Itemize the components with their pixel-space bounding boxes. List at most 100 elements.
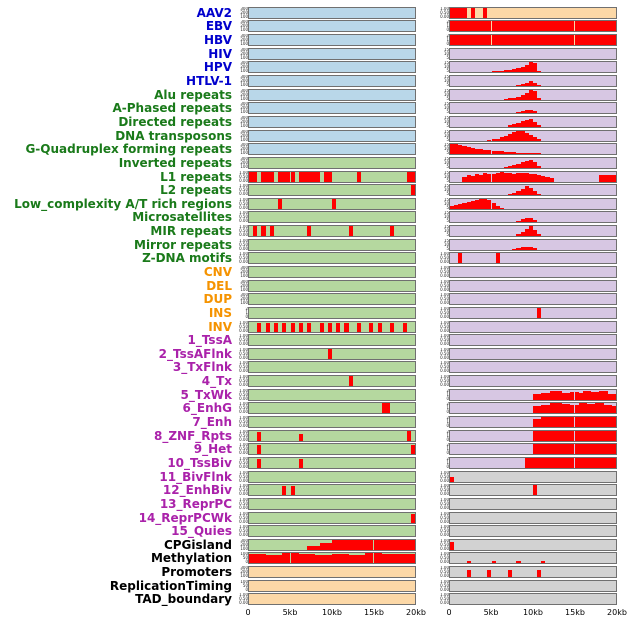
track-row: DUP 300 200 100 1.00 0.50 0.00 — [0, 292, 630, 306]
histogram-bar — [586, 430, 592, 441]
histogram-bar — [487, 21, 492, 32]
track-row: INS 2 1 0 1.00 0.50 0.00 — [0, 306, 630, 320]
y-axis-left: 1.00 0.50 0.00 — [237, 471, 248, 483]
histogram-bar — [566, 457, 571, 468]
y-tick-label: 300 — [240, 538, 248, 543]
histogram-bar — [311, 554, 316, 564]
y-tick-label: 300 — [240, 20, 248, 25]
histogram-bar — [545, 430, 550, 441]
y-tick-label: 0.00 — [239, 600, 248, 606]
y-tick-label: 15 — [443, 75, 449, 80]
histogram-bar — [611, 175, 616, 182]
y-tick-label: 0.50 — [239, 528, 248, 534]
histogram-bar — [582, 457, 587, 468]
y-tick-label: 0.50 — [239, 364, 248, 370]
histogram-bar — [479, 35, 484, 46]
histogram-bar — [553, 390, 558, 400]
histogram-bar — [524, 186, 529, 196]
histogram-bar — [495, 35, 500, 46]
y-axis-left: 300 200 100 — [237, 48, 248, 60]
y-axis-left: 300 200 100 — [237, 34, 248, 46]
histogram-bar — [520, 162, 525, 168]
histogram-bar — [533, 457, 538, 468]
y-tick-label: 1.00 — [440, 306, 449, 311]
histogram-bar — [323, 555, 328, 564]
y-tick-label: 1.00 — [440, 566, 449, 571]
histogram-bar — [528, 457, 533, 468]
y-tick-label: 15 — [443, 197, 449, 202]
histogram-bar — [466, 35, 471, 46]
y-axis-left: 1.00 0.50 0.00 — [237, 484, 248, 496]
histogram-bar — [557, 430, 563, 441]
y-tick-label: 1.00 — [440, 252, 449, 257]
column-gap — [416, 449, 438, 450]
column-gap — [416, 149, 438, 150]
histogram-bar — [578, 403, 583, 414]
histogram-bar — [533, 162, 538, 168]
column-gap — [416, 340, 438, 341]
histogram-bar — [533, 191, 538, 196]
y-tick-label: 0.00 — [440, 259, 449, 265]
track-label: Alu repeats — [154, 87, 232, 102]
y-axis-right: 1.00 0.50 0.00 — [438, 375, 449, 387]
histogram-bar — [253, 553, 258, 564]
histogram-bar — [495, 21, 500, 32]
x-tick-label: 5kb — [282, 608, 298, 617]
histogram-bar — [470, 35, 475, 46]
y-tick-label: 2 — [446, 402, 449, 407]
track-panel-left — [248, 443, 416, 456]
histogram-bar — [574, 21, 579, 32]
histogram-bar — [537, 166, 542, 168]
histogram-bar — [578, 21, 583, 32]
histogram-bar — [356, 322, 362, 332]
histogram-bar — [402, 553, 407, 564]
histogram-bar — [528, 226, 533, 237]
y-axis-left: 300 200 100 — [237, 75, 248, 87]
track-row: Mirror repeats 1.00 0.50 0.00 15 10 5 — [0, 238, 630, 252]
histogram-bar — [302, 554, 308, 564]
track-panel-right — [449, 579, 617, 592]
histogram-bar — [516, 35, 521, 46]
track-row: L1 repeats 1.00 0.50 0.00 15 10 5 — [0, 170, 630, 184]
y-tick-label: 2 — [446, 388, 449, 393]
y-tick-label: 0.50 — [440, 296, 449, 302]
histogram-bar — [574, 430, 579, 441]
histogram-bar — [545, 393, 550, 400]
track-row: 10_TssBiv 1.00 0.50 0.00 2 1 0 — [0, 456, 630, 470]
histogram-bar — [499, 207, 504, 209]
histogram-bar — [508, 152, 513, 155]
y-tick-label: 100 — [240, 552, 248, 557]
histogram-bar — [533, 248, 538, 250]
y-tick-label: 0.50 — [239, 419, 248, 425]
histogram-bar — [516, 112, 521, 114]
histogram-bar — [516, 234, 521, 237]
histogram-bar — [595, 35, 600, 46]
y-tick-label: 1.00 — [239, 252, 248, 257]
y-tick-label: 0.00 — [239, 218, 248, 224]
y-tick-label: 0 — [446, 41, 449, 47]
track-row: Directed repeats 300 200 100 15 10 5 — [0, 115, 630, 129]
track-panel-right — [449, 20, 617, 33]
track-panel-right — [449, 47, 617, 60]
histogram-bar — [595, 444, 600, 455]
histogram-bar — [483, 149, 488, 155]
track-row: TAD_boundary 1.00 0.50 0.00 1.00 0.50 0.00 — [0, 593, 630, 607]
histogram-bar — [528, 81, 533, 87]
histogram-bar — [336, 539, 341, 550]
histogram-bar — [470, 7, 475, 18]
histogram-bar — [257, 431, 262, 441]
y-axis-left: 1.00 0.50 0.00 — [237, 512, 248, 524]
y-tick-label: 1.00 — [239, 347, 248, 352]
y-tick-label: 1.00 — [239, 443, 248, 448]
y-tick-label: 300 — [240, 293, 248, 298]
y-axis-left: 1.00 0.50 0.00 — [237, 430, 248, 442]
y-tick-label: 0.50 — [440, 473, 449, 479]
y-tick-label: 100 — [240, 286, 248, 292]
column-gap — [416, 271, 438, 272]
track-panel-left — [248, 115, 416, 128]
y-tick-label: 1.00 — [440, 293, 449, 298]
y-tick-label: 0 — [446, 450, 449, 456]
histogram-bar — [520, 121, 525, 127]
